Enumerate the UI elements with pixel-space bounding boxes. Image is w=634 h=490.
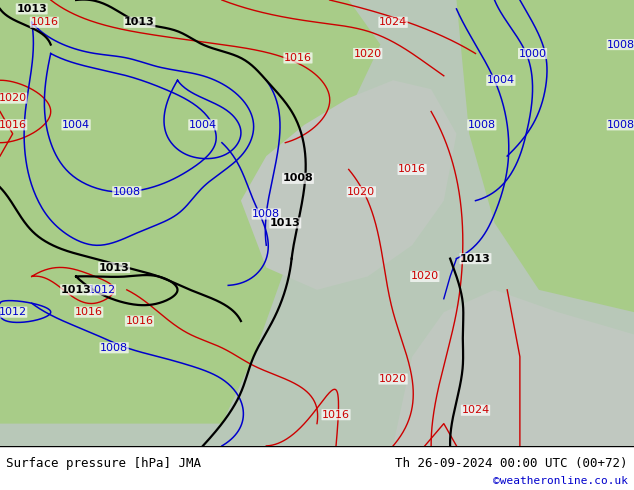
Polygon shape xyxy=(241,80,456,290)
Text: 1000: 1000 xyxy=(519,49,547,58)
Text: 1008: 1008 xyxy=(607,120,634,130)
Text: Surface pressure [hPa] JMA: Surface pressure [hPa] JMA xyxy=(6,457,202,470)
Text: 1013: 1013 xyxy=(270,218,301,228)
Text: 1020: 1020 xyxy=(347,187,375,197)
Text: 1013: 1013 xyxy=(61,285,91,295)
Text: 1008: 1008 xyxy=(100,343,128,353)
Text: 1016: 1016 xyxy=(126,316,153,326)
Polygon shape xyxy=(456,0,634,312)
Text: 1013: 1013 xyxy=(460,254,491,264)
Polygon shape xyxy=(393,290,634,446)
Text: 1016: 1016 xyxy=(322,410,350,420)
Text: 1020: 1020 xyxy=(379,374,407,384)
Text: 1016: 1016 xyxy=(75,307,103,317)
Text: 1016: 1016 xyxy=(398,165,426,174)
Text: 1008: 1008 xyxy=(252,209,280,219)
Text: 1016: 1016 xyxy=(284,53,312,63)
Text: ©weatheronline.co.uk: ©weatheronline.co.uk xyxy=(493,476,628,486)
Text: 1012: 1012 xyxy=(87,285,115,295)
Text: 1013: 1013 xyxy=(124,17,155,27)
Text: 1024: 1024 xyxy=(379,17,407,27)
Polygon shape xyxy=(0,0,634,446)
Text: 1024: 1024 xyxy=(462,405,489,415)
Text: 1008: 1008 xyxy=(607,40,634,49)
Text: 1008: 1008 xyxy=(113,187,141,197)
Text: 1020: 1020 xyxy=(354,49,382,58)
Text: 1004: 1004 xyxy=(62,120,90,130)
Text: 1013: 1013 xyxy=(99,263,129,272)
Text: 1020: 1020 xyxy=(411,271,439,281)
Text: 1013: 1013 xyxy=(16,4,47,14)
Text: 1008: 1008 xyxy=(283,173,313,183)
Text: 1004: 1004 xyxy=(487,75,515,85)
Text: 1016: 1016 xyxy=(30,17,58,27)
Text: 1012: 1012 xyxy=(0,307,27,317)
Text: Th 26-09-2024 00:00 UTC (00+72): Th 26-09-2024 00:00 UTC (00+72) xyxy=(395,457,628,470)
Text: 1016: 1016 xyxy=(0,120,27,130)
Text: 1004: 1004 xyxy=(189,120,217,130)
Polygon shape xyxy=(0,0,380,446)
Text: 1020: 1020 xyxy=(0,93,27,103)
Text: 1008: 1008 xyxy=(468,120,496,130)
